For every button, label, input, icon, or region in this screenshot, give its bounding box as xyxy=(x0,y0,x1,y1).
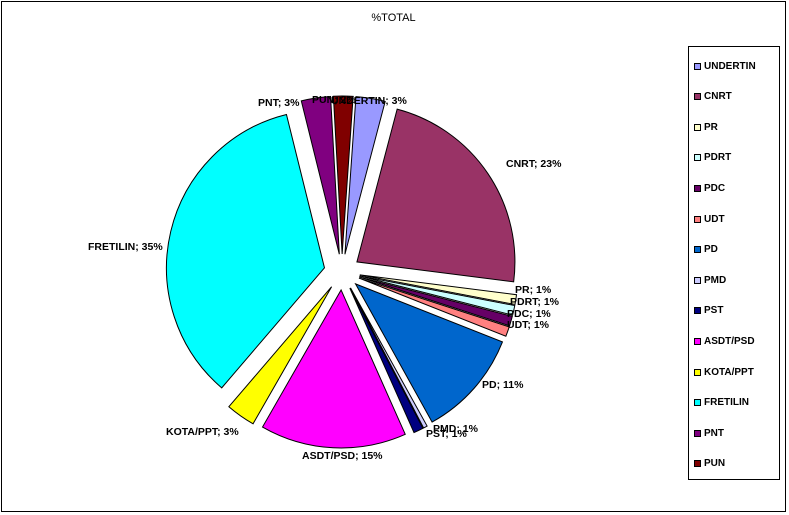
data-label-pun: PUN; 2% xyxy=(312,94,356,106)
legend-swatch xyxy=(694,93,701,101)
legend-item-pst: PST xyxy=(694,304,723,318)
legend-label: PR xyxy=(704,121,718,133)
pie-slice-kota-ppt xyxy=(228,286,333,425)
pie-slice-pun xyxy=(332,95,354,255)
data-label-pdc: PDC; 1% xyxy=(507,308,551,320)
legend-label: PUN xyxy=(704,458,726,470)
legend-swatch xyxy=(694,460,701,468)
pie-slice-undertin xyxy=(344,96,386,255)
legend-item-pnt: PNT xyxy=(694,426,724,440)
legend-swatch xyxy=(694,215,701,223)
legend-item-pr: PR xyxy=(694,120,718,134)
data-label-asdt-psd: ASDT/PSD; 15% xyxy=(302,450,383,462)
pie-slice-pdrt xyxy=(359,275,516,316)
legend-label: PST xyxy=(704,305,724,317)
pie-slice-fretilin xyxy=(166,113,326,389)
legend-label: CNRT xyxy=(704,91,732,103)
legend-item-pun: PUN xyxy=(694,457,725,471)
legend-item-pdc: PDC xyxy=(694,181,725,195)
pie-slice-udt xyxy=(358,277,510,337)
legend-label: PMD xyxy=(704,274,727,286)
data-label-fretilin: FRETILIN; 35% xyxy=(88,241,163,253)
legend-label: ASDT/PSD xyxy=(704,335,755,347)
legend-swatch xyxy=(694,307,701,315)
data-label-pst: PST; 1% xyxy=(426,428,468,440)
legend-swatch xyxy=(694,123,701,131)
data-label-udt: UDT; 1% xyxy=(507,319,550,331)
legend-label: UDT xyxy=(704,213,725,225)
legend-item-asdt-psd: ASDT/PSD xyxy=(694,334,755,348)
legend-item-udt: UDT xyxy=(694,212,725,226)
chart-title: %TOTAL xyxy=(371,12,416,24)
chart-legend: UNDERTIN CNRT PR PDRT PDC UDT PD PMD PST ASDT/PSD… xyxy=(688,46,780,480)
data-label-undertin: UNDERTIN; 3% xyxy=(331,95,408,107)
legend-item-pdrt: PDRT xyxy=(694,151,731,165)
legend-item-undertin: UNDERTIN xyxy=(694,59,756,73)
legend-label: PDRT xyxy=(704,152,732,164)
data-label-pr: PR; 1% xyxy=(515,284,552,296)
pie-slice-pst xyxy=(349,287,424,434)
legend-swatch xyxy=(694,276,701,284)
legend-label: UNDERTIN xyxy=(704,60,756,72)
data-label-kota-ppt: KOTA/PPT; 3% xyxy=(166,426,239,438)
pie-slice-pdc xyxy=(359,276,513,327)
legend-item-kota-ppt: KOTA/PPT xyxy=(694,365,754,379)
legend-swatch xyxy=(694,429,701,437)
data-label-pd: PD; 11% xyxy=(482,379,524,391)
legend-swatch xyxy=(694,337,701,345)
legend-label: PDC xyxy=(704,182,726,194)
legend-item-cnrt: CNRT xyxy=(694,90,732,104)
data-label-pmd: PMD; 1% xyxy=(433,423,479,435)
pie-slice-asdt-psd xyxy=(261,288,406,449)
legend-swatch xyxy=(694,184,701,192)
legend-swatch xyxy=(694,154,701,162)
pie-slice-pnt xyxy=(300,95,340,255)
pie-slice-pd xyxy=(354,282,504,423)
pie-slice-cnrt xyxy=(356,108,516,283)
legend-swatch xyxy=(694,399,701,407)
legend-swatch xyxy=(694,368,701,376)
legend-label: KOTA/PPT xyxy=(704,366,754,378)
legend-swatch xyxy=(694,246,701,254)
legend-item-pd: PD xyxy=(694,243,718,257)
legend-label: PD xyxy=(704,244,718,256)
data-label-cnrt: CNRT; 23% xyxy=(506,158,562,170)
legend-label: FRETILIN xyxy=(704,397,749,409)
legend-item-fretilin: FRETILIN xyxy=(694,396,749,410)
pie-slice-pmd xyxy=(350,287,428,429)
legend-label: PNT xyxy=(704,427,724,439)
data-label-pnt: PNT; 3% xyxy=(258,97,300,109)
pie-slice-pr xyxy=(359,274,518,306)
data-label-pdrt: PDRT; 1% xyxy=(510,296,560,308)
legend-swatch xyxy=(694,62,701,70)
legend-item-pmd: PMD xyxy=(694,273,726,287)
